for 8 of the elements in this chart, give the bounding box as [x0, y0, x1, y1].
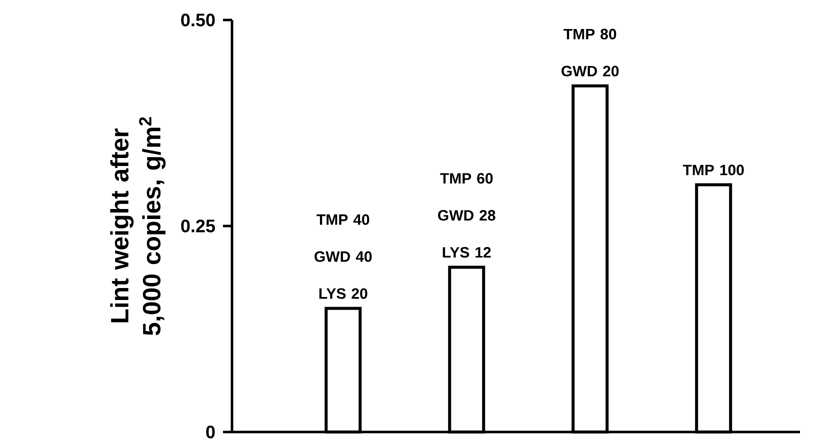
- y-tick-label: 0.50: [181, 14, 215, 26]
- category-label: TMP 60 GWD 28 LYS 12: [438, 173, 496, 258]
- category-label: TMP 40 GWD 40 LYS 20: [314, 214, 372, 299]
- x-tick-label: TMP 100: [682, 164, 744, 176]
- y-tick-label: 0: [206, 426, 215, 438]
- y-axis-title: Lint weight after 5,000 copies, g/m$^{2}$: [110, 117, 166, 336]
- y-tick-label: 0.25: [181, 220, 215, 232]
- category-label: TMP 80 GWD 20: [562, 28, 619, 76]
